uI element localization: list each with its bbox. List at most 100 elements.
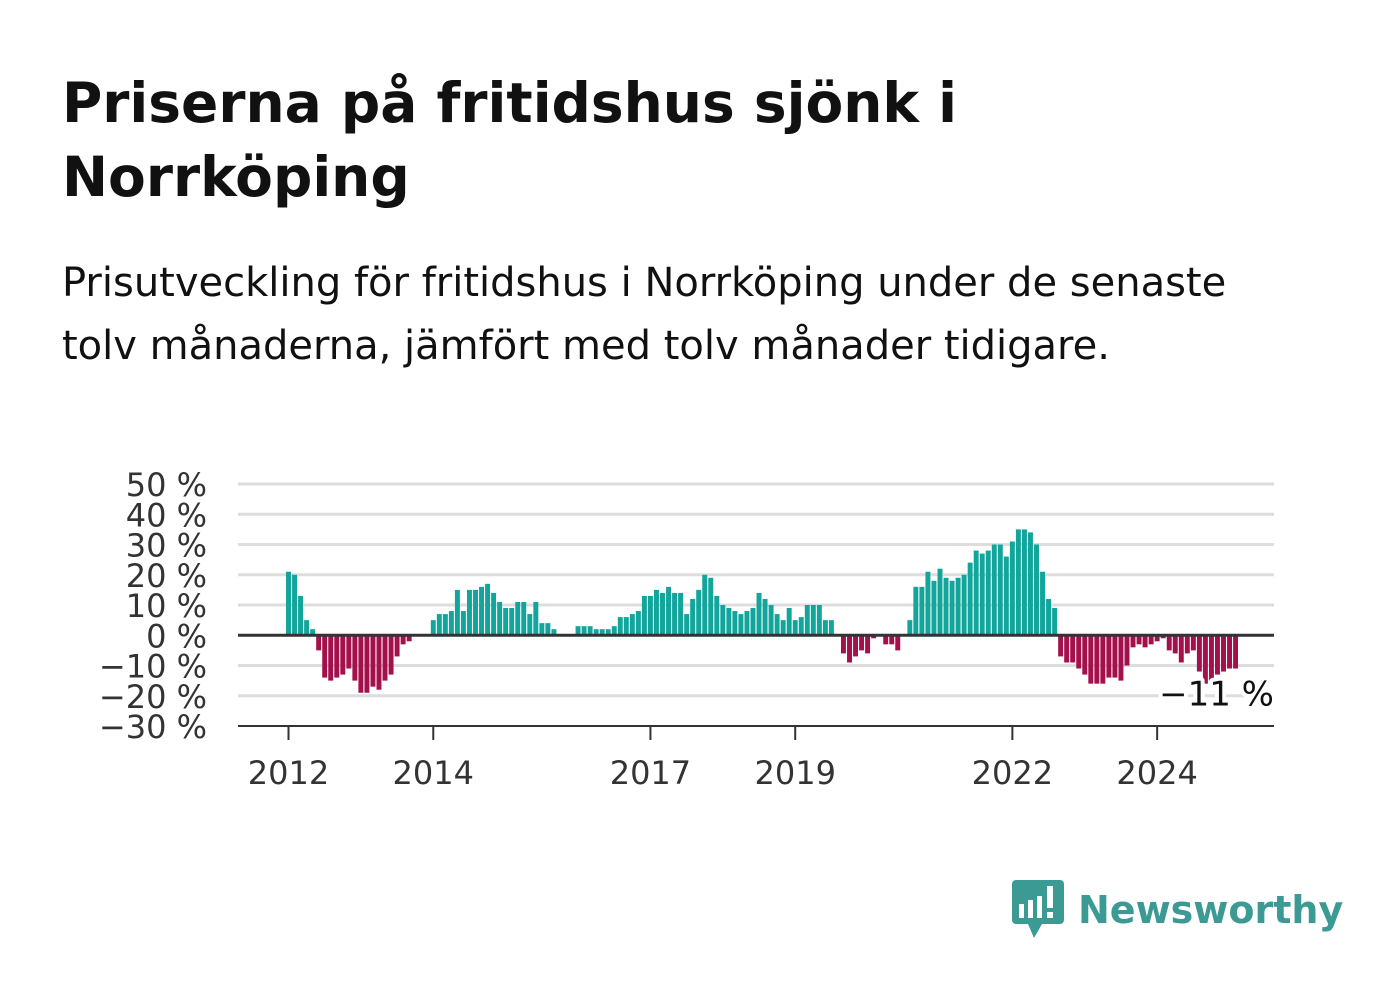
bar: [859, 635, 865, 651]
bar: [961, 574, 967, 636]
bar: [865, 635, 871, 654]
bar: [1148, 635, 1154, 645]
bar: [617, 617, 623, 636]
bar: [1130, 635, 1136, 648]
bar: [551, 629, 557, 636]
bar: [316, 635, 322, 651]
bar: [702, 574, 708, 636]
chart-subtitle: Prisutveckling för fritidshus i Norrköpi…: [62, 260, 1227, 369]
bar: [298, 595, 304, 636]
bar: [593, 629, 599, 636]
bar: [382, 635, 388, 681]
bar: [1142, 635, 1148, 648]
bar: [587, 626, 593, 636]
bar: [696, 589, 702, 636]
bar: [714, 595, 720, 636]
bar: [448, 611, 454, 636]
bar: [1118, 635, 1124, 681]
bar: [503, 608, 509, 636]
y-tick-label: 10 %: [126, 587, 207, 625]
y-tick-label: 0 %: [146, 617, 207, 655]
bar: [756, 592, 762, 636]
bar: [786, 608, 792, 636]
bar: [955, 577, 961, 636]
bar: [732, 611, 738, 636]
x-tick-label: 2012: [248, 754, 329, 792]
bar: [750, 608, 756, 636]
bar: [853, 635, 859, 657]
bar: [364, 635, 370, 693]
bar: [334, 635, 340, 678]
y-tick-label: 40 %: [126, 496, 207, 534]
bar: [979, 553, 985, 636]
bar: [738, 614, 744, 636]
bar: [780, 620, 786, 636]
bar: [466, 589, 472, 636]
bar: [521, 601, 527, 636]
bar: [804, 605, 810, 636]
x-tick-label: 2024: [1116, 754, 1197, 792]
bar: [460, 611, 466, 636]
bar: [623, 617, 629, 636]
bar: [895, 635, 901, 651]
bar: [798, 617, 804, 636]
bar: [358, 635, 364, 693]
bar: [340, 635, 346, 675]
bar: [1027, 532, 1033, 636]
bar: [1100, 635, 1106, 684]
bar: [792, 620, 798, 636]
bar: [286, 571, 291, 636]
bar: [370, 635, 376, 687]
bar: [828, 620, 834, 636]
bar: [1082, 635, 1088, 675]
bar: [641, 595, 647, 636]
bar: [352, 635, 358, 681]
bar: [1094, 635, 1100, 684]
bar: [1190, 635, 1196, 651]
bar: [1009, 541, 1015, 636]
bar: [810, 605, 816, 636]
bar: [774, 614, 780, 636]
bar: [497, 601, 503, 636]
x-tick-label: 2019: [754, 754, 835, 792]
bar: [1178, 635, 1184, 663]
bar: [937, 568, 943, 636]
bar: [611, 626, 617, 636]
bar: [1021, 529, 1027, 636]
bar: [1196, 635, 1202, 672]
newsworthy-logo-icon: [1012, 880, 1064, 938]
bar: [684, 614, 690, 636]
bar: [442, 614, 448, 636]
bar: [726, 608, 732, 636]
y-tick-label: 50 %: [126, 466, 207, 504]
bar: [539, 623, 545, 636]
bar: [605, 629, 611, 636]
bar: [292, 574, 298, 636]
bar: [436, 614, 442, 636]
bar: [304, 620, 310, 636]
bar: [919, 586, 925, 636]
bar: [816, 605, 822, 636]
bar: [925, 571, 931, 636]
bar: [527, 614, 533, 636]
brand-name: Newsworthy: [1078, 888, 1344, 932]
bar: [883, 635, 889, 645]
bar: [1184, 635, 1190, 654]
bar: [840, 635, 846, 654]
bar: [1208, 635, 1214, 681]
bar: [406, 635, 412, 642]
y-tick-label: −10 %: [99, 648, 207, 686]
bar: [720, 605, 726, 636]
bar: [997, 544, 1003, 636]
bar: [581, 626, 587, 636]
bar: [479, 586, 485, 636]
bar: [967, 562, 973, 636]
bar: [708, 577, 714, 636]
bar: [678, 592, 684, 636]
bar: [985, 550, 991, 636]
bar: [394, 635, 400, 657]
bar: [1166, 635, 1172, 651]
bar: [871, 635, 877, 639]
bar: [515, 601, 521, 636]
bar: [1040, 571, 1046, 636]
